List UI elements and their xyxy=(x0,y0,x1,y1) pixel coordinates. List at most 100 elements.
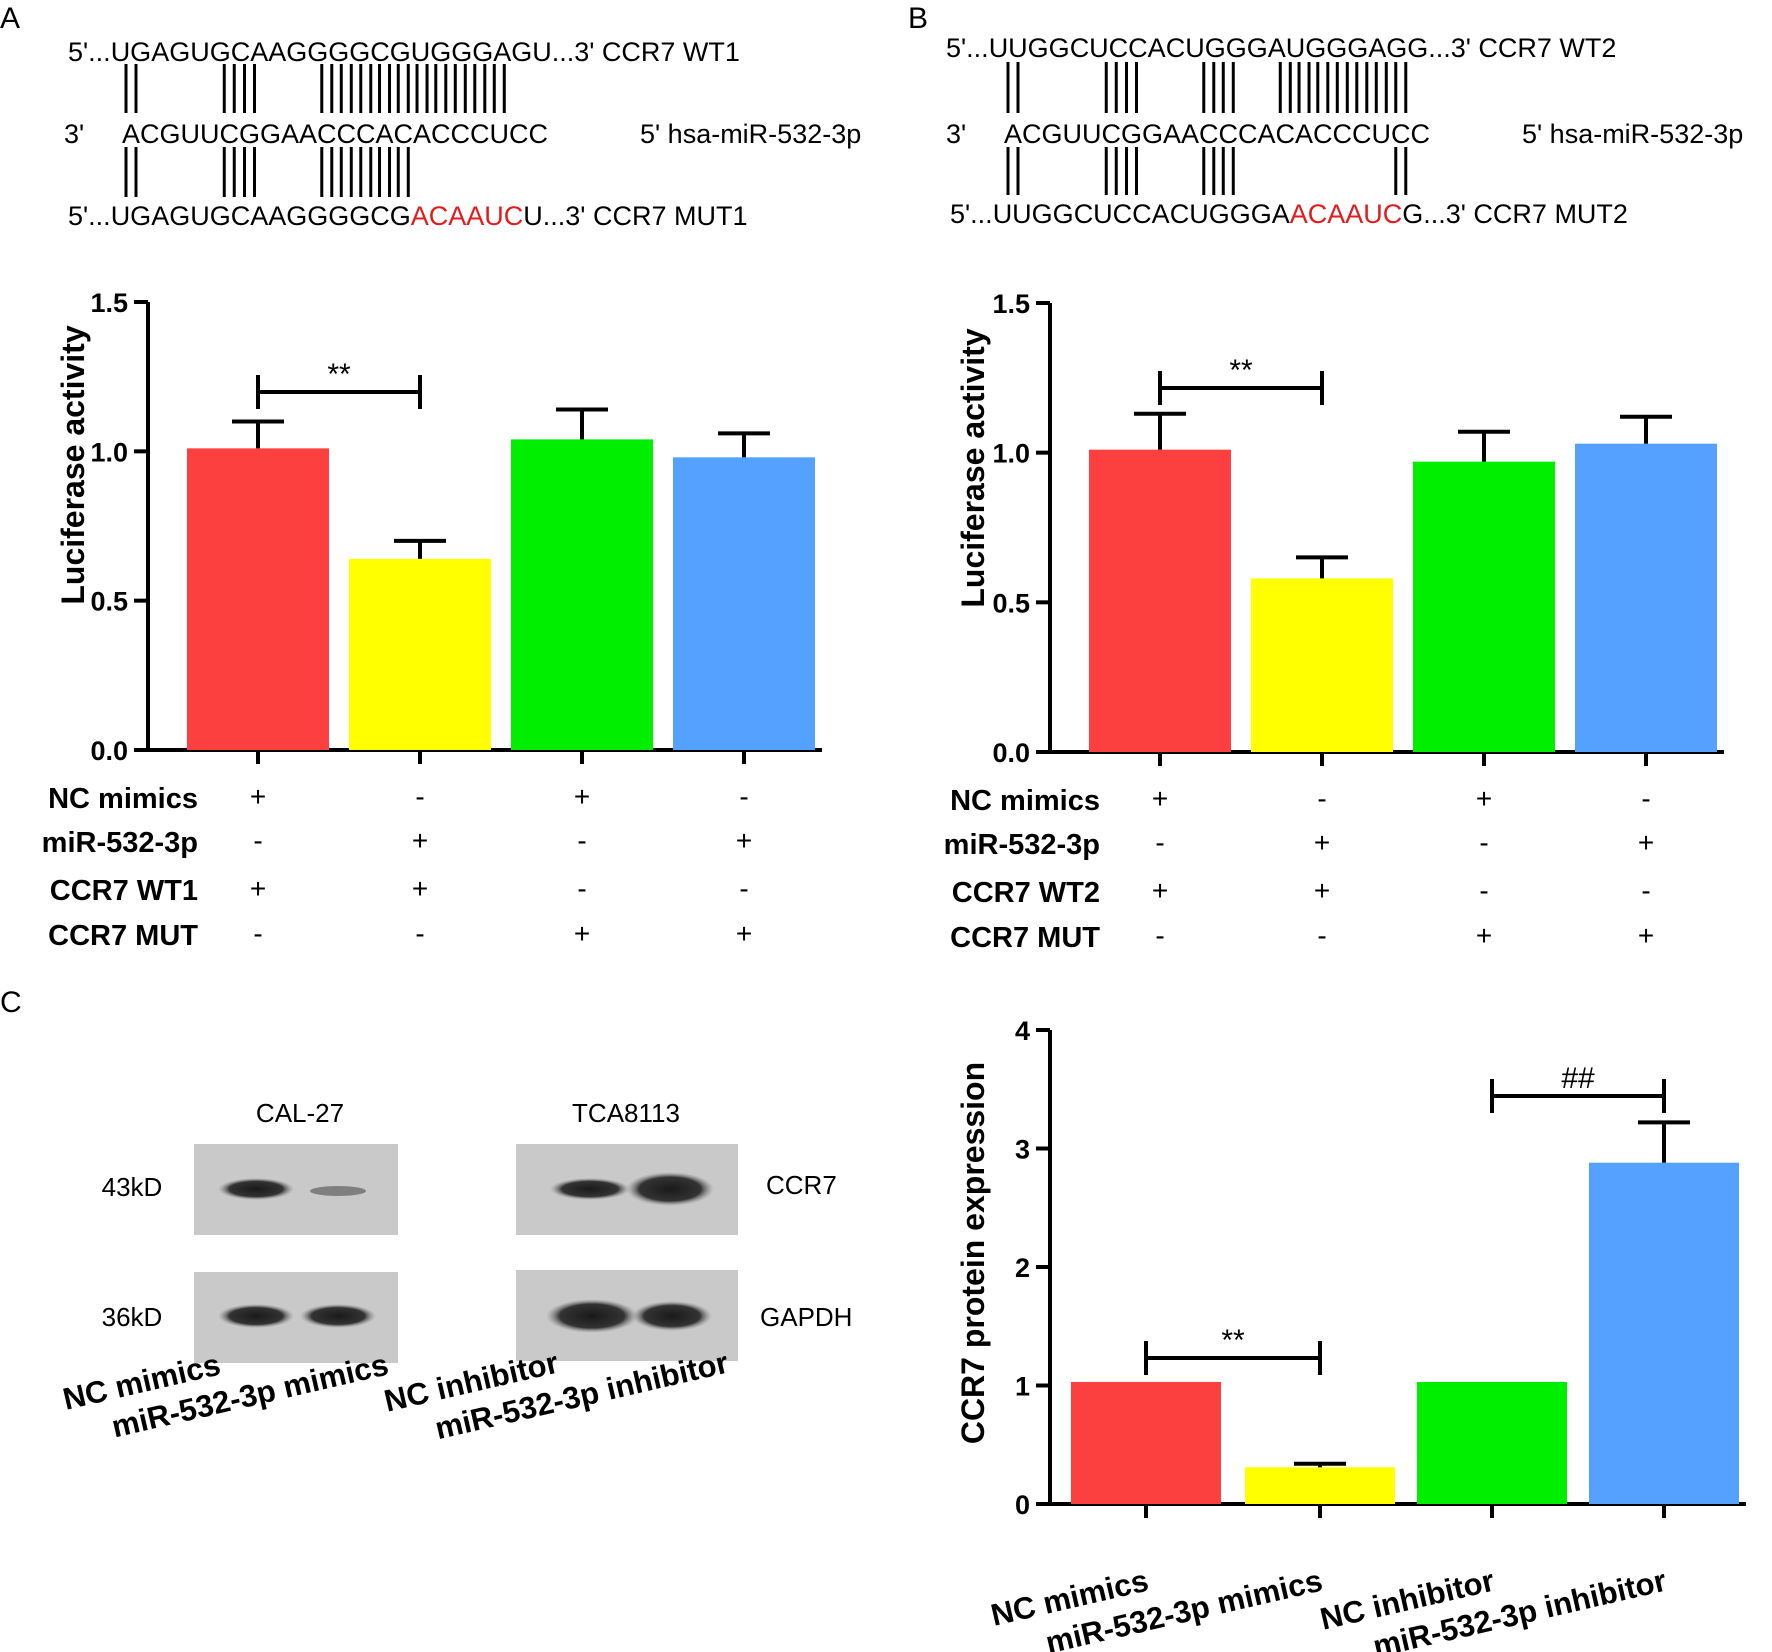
y-tick-label: 0.0 xyxy=(90,736,128,766)
wt1-sequence: 5'...UGAGUGCAAGGGGCGUGGGAGU...3' CCR7 WT… xyxy=(68,37,740,67)
band-cal27-mimic-gapdh xyxy=(300,1304,376,1328)
bar-3 xyxy=(1589,1162,1739,1504)
condition-sign: - xyxy=(577,873,586,904)
condition-sign: + xyxy=(250,781,266,812)
condition-sign: + xyxy=(574,781,590,812)
condition-sign: + xyxy=(1638,920,1654,951)
mirna-sequence-a: ACGUUCGGAACCCACACCCUCC xyxy=(122,119,548,149)
condition-label: CCR7 WT1 xyxy=(50,875,198,907)
bar-1 xyxy=(1245,1467,1395,1504)
mirna-name-a: 5' hsa-miR-532-3p xyxy=(640,119,861,149)
condition-sign: - xyxy=(1155,920,1164,951)
significance-label: ** xyxy=(1221,1324,1245,1357)
condition-sign: - xyxy=(739,873,748,904)
base-pair-lines-b xyxy=(1006,62,1408,195)
significance-label: ** xyxy=(1229,354,1253,387)
condition-sign: + xyxy=(1476,783,1492,814)
bar-0 xyxy=(1089,449,1231,752)
condition-sign: - xyxy=(1479,875,1488,906)
bar-0 xyxy=(187,448,329,750)
mut2-sequence: 5'...UUGGCUCCACUGGGAACAAUCG...3' CCR7 MU… xyxy=(950,199,1628,229)
wt2-sequence: 5'...UUGGCUCCACUGGGAUGGGAGG...3' CCR7 WT… xyxy=(946,33,1616,63)
condition-sign: - xyxy=(415,918,424,949)
condition-sign: - xyxy=(1641,875,1650,906)
condition-sign: - xyxy=(253,918,262,949)
bar-3 xyxy=(673,457,815,750)
bar-2 xyxy=(511,439,653,750)
condition-sign: + xyxy=(1152,875,1168,906)
marker-36kd: 36kD xyxy=(102,1302,163,1332)
y-tick-label: 3 xyxy=(1015,1135,1030,1165)
condition-label: CCR7 WT2 xyxy=(952,877,1100,909)
luciferase-chart-b: Luciferase activity 0.0 0.5 1.0 1.5 ** NC mim… xyxy=(944,289,1724,954)
mirna-name-b: 5' hsa-miR-532-3p xyxy=(1522,119,1743,149)
condition-sign: - xyxy=(415,781,424,812)
panel-label-a: A xyxy=(0,2,20,35)
condition-sign: - xyxy=(1641,783,1650,814)
marker-43kd: 43kD xyxy=(102,1172,163,1202)
y-tick-label: 1 xyxy=(1015,1372,1030,1402)
condition-sign: + xyxy=(1638,827,1654,858)
mirna-label-3prime-a: 3' xyxy=(64,119,84,149)
mirna-sequence-b: ACGUUCGGAACCCACACCCUCC xyxy=(1004,119,1430,149)
mirna-label-3prime-b: 3' xyxy=(946,119,966,149)
panel-label-c: C xyxy=(0,986,22,1019)
condition-sign: + xyxy=(736,825,752,856)
condition-sign: - xyxy=(1317,783,1326,814)
sequence-alignment-b: 5'...UUGGCUCCACUGGGAUGGGAGG...3' CCR7 WT… xyxy=(946,33,1743,229)
condition-sign: - xyxy=(577,825,586,856)
y-tick-label: 1.0 xyxy=(90,437,128,467)
band-tca-inhib-ccr7 xyxy=(626,1172,714,1206)
condition-sign: - xyxy=(1317,920,1326,951)
condition-sign: + xyxy=(1314,827,1330,858)
y-tick-label: 1.5 xyxy=(90,288,128,318)
condition-sign: + xyxy=(736,918,752,949)
bar-2 xyxy=(1413,461,1555,752)
condition-sign: + xyxy=(1476,920,1492,951)
band-tca-inhib-gapdh xyxy=(632,1301,712,1331)
mut1-sequence: 5'...UGAGUGCAAGGGGCGACAAUCU...3' CCR7 MU… xyxy=(68,201,747,231)
bar-0 xyxy=(1071,1381,1221,1504)
y-tick-label: 0.0 xyxy=(992,738,1030,768)
condition-label: NC mimics xyxy=(48,783,198,815)
y-tick-label: 4 xyxy=(1015,1016,1030,1046)
condition-label: CCR7 MUT xyxy=(950,922,1100,954)
sequence-alignment-a: 5'...UGAGUGCAAGGGGCGUGGGAGU...3' CCR7 WT… xyxy=(64,37,861,231)
significance-label: ## xyxy=(1561,1062,1595,1095)
y-axis-label-c: CCR7 protein expression xyxy=(955,1062,991,1444)
band-tca-nc-gapdh xyxy=(546,1299,638,1333)
significance-label: ** xyxy=(327,358,351,391)
condition-sign: - xyxy=(1155,827,1164,858)
condition-sign: + xyxy=(412,873,428,904)
cell-line-tca8113: TCA8113 xyxy=(572,1098,680,1128)
condition-label: CCR7 MUT xyxy=(48,920,198,952)
condition-sign: + xyxy=(412,825,428,856)
luciferase-chart-a: Luciferase activity 0.0 0.5 1.0 1.5 ** NC mim… xyxy=(42,288,822,952)
y-axis-label-b: Luciferase activity xyxy=(955,328,991,607)
bar-3 xyxy=(1575,443,1717,752)
condition-sign: + xyxy=(574,918,590,949)
condition-sign: - xyxy=(253,825,262,856)
bar-1 xyxy=(349,558,491,750)
y-tick-label: 2 xyxy=(1015,1253,1030,1283)
bar-2 xyxy=(1417,1381,1567,1504)
bar-1 xyxy=(1251,578,1393,752)
y-tick-label: 1.5 xyxy=(992,289,1030,319)
condition-sign: + xyxy=(1152,783,1168,814)
western-blot: CAL-27 TCA8113 43kD 36kD CCR7 GAPDH NC m… xyxy=(60,1098,853,1446)
band-cal27-mimic-ccr7 xyxy=(310,1186,366,1196)
y-axis-label-a: Luciferase activity xyxy=(55,325,91,604)
y-tick-label: 0 xyxy=(1015,1490,1030,1520)
band-cal27-nc-gapdh xyxy=(218,1304,294,1328)
protein-gapdh: GAPDH xyxy=(760,1302,852,1332)
mutated-bases-a: ACAAUC xyxy=(411,201,524,231)
condition-sign: + xyxy=(250,873,266,904)
base-pair-lines-a xyxy=(124,64,506,197)
protein-ccr7: CCR7 xyxy=(766,1170,837,1200)
y-tick-label: 0.5 xyxy=(992,588,1030,618)
cell-line-cal27: CAL-27 xyxy=(256,1098,344,1128)
condition-sign: - xyxy=(1479,827,1488,858)
panel-label-b: B xyxy=(908,2,928,35)
